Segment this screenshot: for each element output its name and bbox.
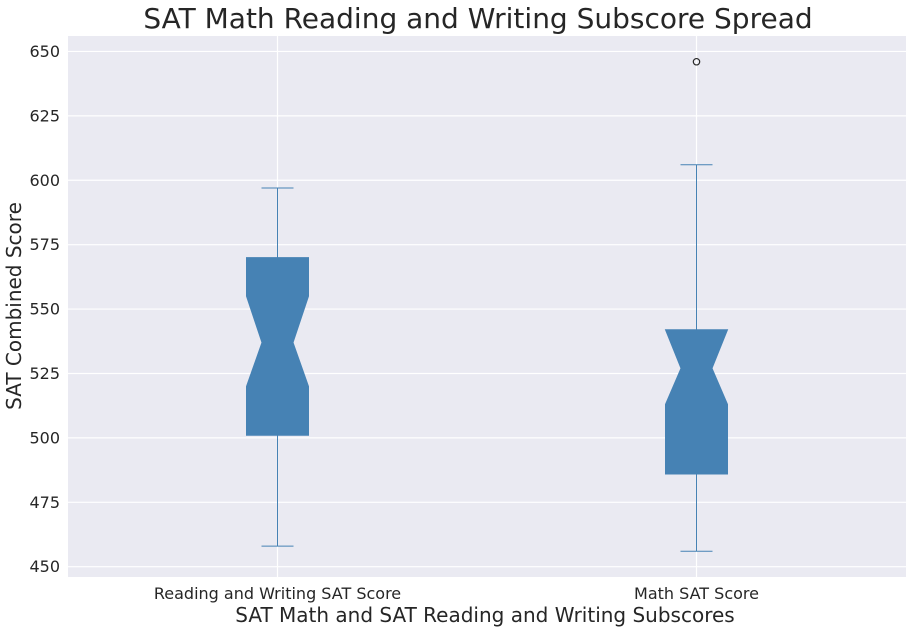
plot-area	[68, 36, 906, 577]
notched-box	[246, 257, 309, 436]
y-tick-label: 575	[29, 235, 60, 254]
y-tick-label: 475	[29, 493, 60, 512]
x-tick-label: Reading and Writing SAT Score	[154, 584, 401, 603]
box-group	[664, 57, 729, 552]
y-tick-label: 650	[29, 42, 60, 61]
x-tick-label: Math SAT Score	[634, 584, 759, 603]
y-axis-label: SAT Combined Score	[2, 202, 26, 410]
box-group	[246, 187, 309, 547]
y-tick-label: 625	[29, 106, 60, 125]
y-tick-label: 600	[29, 171, 60, 190]
y-tick-label: 500	[29, 428, 60, 447]
tick-labels: 450 475 500 525 550 575 600 625 650 Reading and W…	[29, 42, 759, 603]
x-axis-label: SAT Math and SAT Reading and Writing Sub…	[235, 603, 734, 627]
box-layer	[246, 57, 729, 552]
y-tick-label: 450	[29, 557, 60, 576]
notched-box	[664, 329, 729, 475]
outlier-point	[692, 57, 701, 66]
y-tick-label: 550	[29, 300, 60, 319]
chart-title: SAT Math Reading and Writing Subscore Sp…	[143, 2, 812, 35]
y-tick-label: 525	[29, 364, 60, 383]
